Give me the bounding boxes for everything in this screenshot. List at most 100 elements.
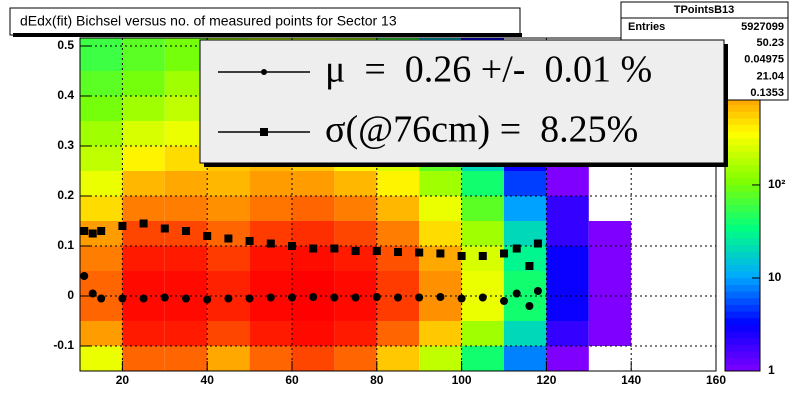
palette-swatch — [725, 324, 760, 332]
heat-cell — [207, 321, 250, 346]
palette-swatch — [725, 184, 760, 192]
palette-swatch — [725, 124, 760, 132]
y-tick-label: 0.4 — [57, 88, 74, 102]
heat-cell — [207, 271, 250, 296]
title-shadow — [13, 33, 522, 37]
profile-point — [351, 293, 360, 302]
legend-marker — [261, 69, 267, 75]
stats-value: 0.04975 — [744, 54, 784, 66]
palette-swatch — [725, 304, 760, 312]
z-tick-label: 1 — [768, 363, 775, 377]
heat-cell — [376, 171, 420, 196]
heat-cell — [461, 271, 504, 296]
palette-swatch — [725, 97, 760, 106]
heat-cell — [292, 171, 335, 196]
heat-cell — [334, 171, 377, 196]
palette-swatch — [725, 151, 760, 159]
profile-point — [372, 247, 381, 255]
heat-cell — [588, 271, 632, 296]
heat-cell — [164, 38, 208, 46]
palette-swatch — [725, 257, 760, 265]
profile-point — [160, 293, 169, 302]
profile-point — [118, 222, 127, 230]
heat-cell — [249, 321, 292, 346]
stats-title: TPointsB13 — [674, 4, 735, 16]
heat-cell — [122, 171, 165, 196]
profile-point — [478, 293, 487, 302]
profile-point — [288, 242, 296, 250]
profile-point — [309, 293, 318, 301]
palette-swatch — [725, 357, 760, 365]
palette-swatch — [725, 297, 760, 305]
profile-point — [182, 227, 190, 235]
palette-swatch — [725, 251, 760, 259]
heat-cell — [461, 196, 504, 221]
heat-cell — [504, 246, 547, 271]
profile-point — [512, 244, 521, 253]
y-tick-label: 0.3 — [57, 138, 74, 152]
heat-cell — [122, 271, 165, 296]
heat-cell — [546, 296, 589, 321]
profile-point — [415, 293, 424, 302]
heat-cell — [122, 196, 165, 221]
heat-cell — [419, 271, 462, 296]
heat-cell — [207, 246, 250, 271]
y-tick-label: -0.1 — [53, 338, 74, 352]
x-tick-label: 100 — [452, 373, 472, 387]
heat-cell — [80, 196, 123, 221]
x-tick-label: 80 — [370, 373, 384, 387]
heat-cell — [80, 171, 123, 196]
profile-point — [97, 227, 106, 235]
profile-point — [288, 293, 296, 302]
legend-label: σ(@76cm) = 8.25% — [325, 109, 638, 151]
legend-marker — [260, 128, 268, 136]
y-tick-label: 0.2 — [57, 188, 74, 202]
z-tick-label: 10² — [768, 177, 785, 191]
heat-cell — [292, 221, 335, 246]
heat-cell — [80, 321, 123, 346]
profile-point — [436, 293, 445, 301]
profile-point — [457, 294, 466, 303]
palette-swatch — [725, 277, 760, 285]
heat-cell — [461, 321, 504, 346]
palette-swatch — [725, 144, 760, 152]
profile-point — [245, 294, 254, 303]
heat-cell — [164, 271, 208, 296]
x-tick-label: 40 — [201, 373, 215, 387]
palette-swatch — [725, 111, 760, 119]
palette-swatch — [725, 237, 760, 245]
palette-swatch — [725, 351, 760, 359]
profile-point — [224, 234, 233, 243]
heat-cell — [164, 171, 208, 196]
heat-cell — [292, 346, 335, 371]
palette-swatch — [725, 164, 760, 172]
x-tick-label: 60 — [285, 373, 299, 387]
palette-swatch — [725, 284, 760, 292]
heat-cell — [164, 246, 208, 271]
palette-swatch — [725, 317, 760, 325]
heat-cell — [588, 296, 632, 321]
profile-point — [394, 248, 402, 256]
frame — [79, 37, 717, 372]
profile-point — [436, 249, 445, 258]
palette-swatch — [725, 191, 760, 199]
heat-cell — [122, 121, 165, 146]
heat-cell — [546, 321, 589, 346]
heat-cell — [249, 346, 292, 371]
heat-cell — [504, 171, 547, 196]
heat-cell — [419, 196, 462, 221]
legend-box — [199, 39, 725, 164]
heat-cell — [504, 321, 547, 346]
profile-point — [88, 289, 97, 298]
palette-swatch — [725, 264, 760, 272]
stats-label: Entries — [628, 21, 665, 33]
stats-value: 21.04 — [756, 70, 784, 82]
palette-swatch — [725, 364, 760, 372]
legend: μ = 0.26 +/- 0.01 % σ(@76cm) = 8.25% — [199, 39, 728, 167]
heat-cell — [376, 221, 420, 246]
heat-cell — [419, 171, 462, 196]
heat-cell — [122, 96, 165, 121]
heat-cell — [292, 196, 335, 221]
palette-swatch — [725, 344, 760, 352]
